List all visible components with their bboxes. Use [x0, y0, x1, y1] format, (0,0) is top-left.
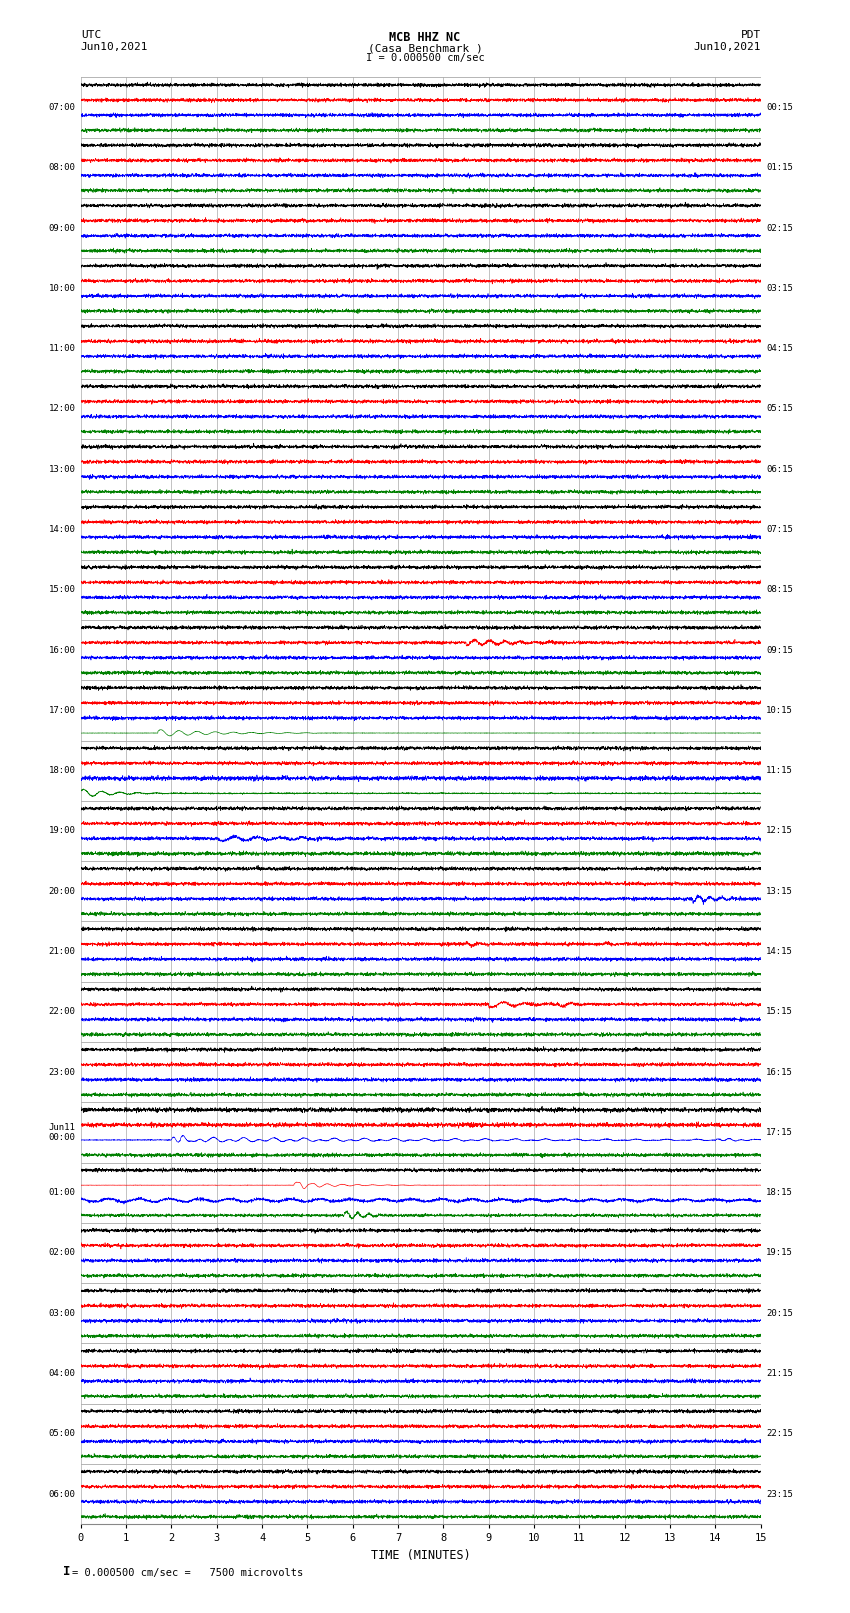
- Text: 08:15: 08:15: [766, 586, 793, 594]
- Text: UTC: UTC: [81, 31, 101, 40]
- Text: 14:15: 14:15: [766, 947, 793, 957]
- Text: 11:15: 11:15: [766, 766, 793, 776]
- Text: 10:15: 10:15: [766, 706, 793, 715]
- Text: 18:15: 18:15: [766, 1189, 793, 1197]
- Text: 12:15: 12:15: [766, 826, 793, 836]
- Text: 23:00: 23:00: [48, 1068, 76, 1076]
- Text: 23:15: 23:15: [766, 1490, 793, 1498]
- Text: 00:15: 00:15: [766, 103, 793, 111]
- Text: 13:00: 13:00: [48, 465, 76, 474]
- Text: = 0.000500 cm/sec =   7500 microvolts: = 0.000500 cm/sec = 7500 microvolts: [72, 1568, 303, 1578]
- Text: Jun10,2021: Jun10,2021: [694, 42, 761, 52]
- Text: 18:00: 18:00: [48, 766, 76, 776]
- Text: 19:00: 19:00: [48, 826, 76, 836]
- Text: 15:15: 15:15: [766, 1008, 793, 1016]
- Text: 20:00: 20:00: [48, 887, 76, 895]
- Text: 00:00: 00:00: [48, 1134, 76, 1142]
- Text: 12:00: 12:00: [48, 405, 76, 413]
- Text: 19:15: 19:15: [766, 1248, 793, 1258]
- Text: MCB HHZ NC: MCB HHZ NC: [389, 31, 461, 44]
- Text: 02:15: 02:15: [766, 224, 793, 232]
- Text: 08:00: 08:00: [48, 163, 76, 173]
- Text: 01:15: 01:15: [766, 163, 793, 173]
- Text: 21:00: 21:00: [48, 947, 76, 957]
- Text: 02:00: 02:00: [48, 1248, 76, 1258]
- Text: 11:00: 11:00: [48, 344, 76, 353]
- Text: 03:15: 03:15: [766, 284, 793, 294]
- Text: 22:15: 22:15: [766, 1429, 793, 1439]
- Text: 06:15: 06:15: [766, 465, 793, 474]
- Text: 15:00: 15:00: [48, 586, 76, 594]
- Text: 22:00: 22:00: [48, 1008, 76, 1016]
- Text: 04:15: 04:15: [766, 344, 793, 353]
- Text: 09:00: 09:00: [48, 224, 76, 232]
- Text: 04:00: 04:00: [48, 1369, 76, 1378]
- Text: 17:15: 17:15: [766, 1127, 793, 1137]
- Text: 09:15: 09:15: [766, 645, 793, 655]
- Text: 16:15: 16:15: [766, 1068, 793, 1076]
- Text: PDT: PDT: [740, 31, 761, 40]
- Text: 20:15: 20:15: [766, 1308, 793, 1318]
- Text: 14:00: 14:00: [48, 526, 76, 534]
- Text: 10:00: 10:00: [48, 284, 76, 294]
- Text: 03:00: 03:00: [48, 1308, 76, 1318]
- Text: Jun11: Jun11: [48, 1123, 76, 1132]
- Text: 07:15: 07:15: [766, 526, 793, 534]
- Text: 01:00: 01:00: [48, 1189, 76, 1197]
- Text: I = 0.000500 cm/sec: I = 0.000500 cm/sec: [366, 53, 484, 63]
- Text: 05:00: 05:00: [48, 1429, 76, 1439]
- Text: 16:00: 16:00: [48, 645, 76, 655]
- X-axis label: TIME (MINUTES): TIME (MINUTES): [371, 1548, 471, 1561]
- Text: 06:00: 06:00: [48, 1490, 76, 1498]
- Text: Jun10,2021: Jun10,2021: [81, 42, 148, 52]
- Text: 17:00: 17:00: [48, 706, 76, 715]
- Text: I: I: [63, 1565, 70, 1578]
- Text: 05:15: 05:15: [766, 405, 793, 413]
- Text: (Casa Benchmark ): (Casa Benchmark ): [367, 44, 483, 53]
- Text: 13:15: 13:15: [766, 887, 793, 895]
- Text: 07:00: 07:00: [48, 103, 76, 111]
- Text: 21:15: 21:15: [766, 1369, 793, 1378]
